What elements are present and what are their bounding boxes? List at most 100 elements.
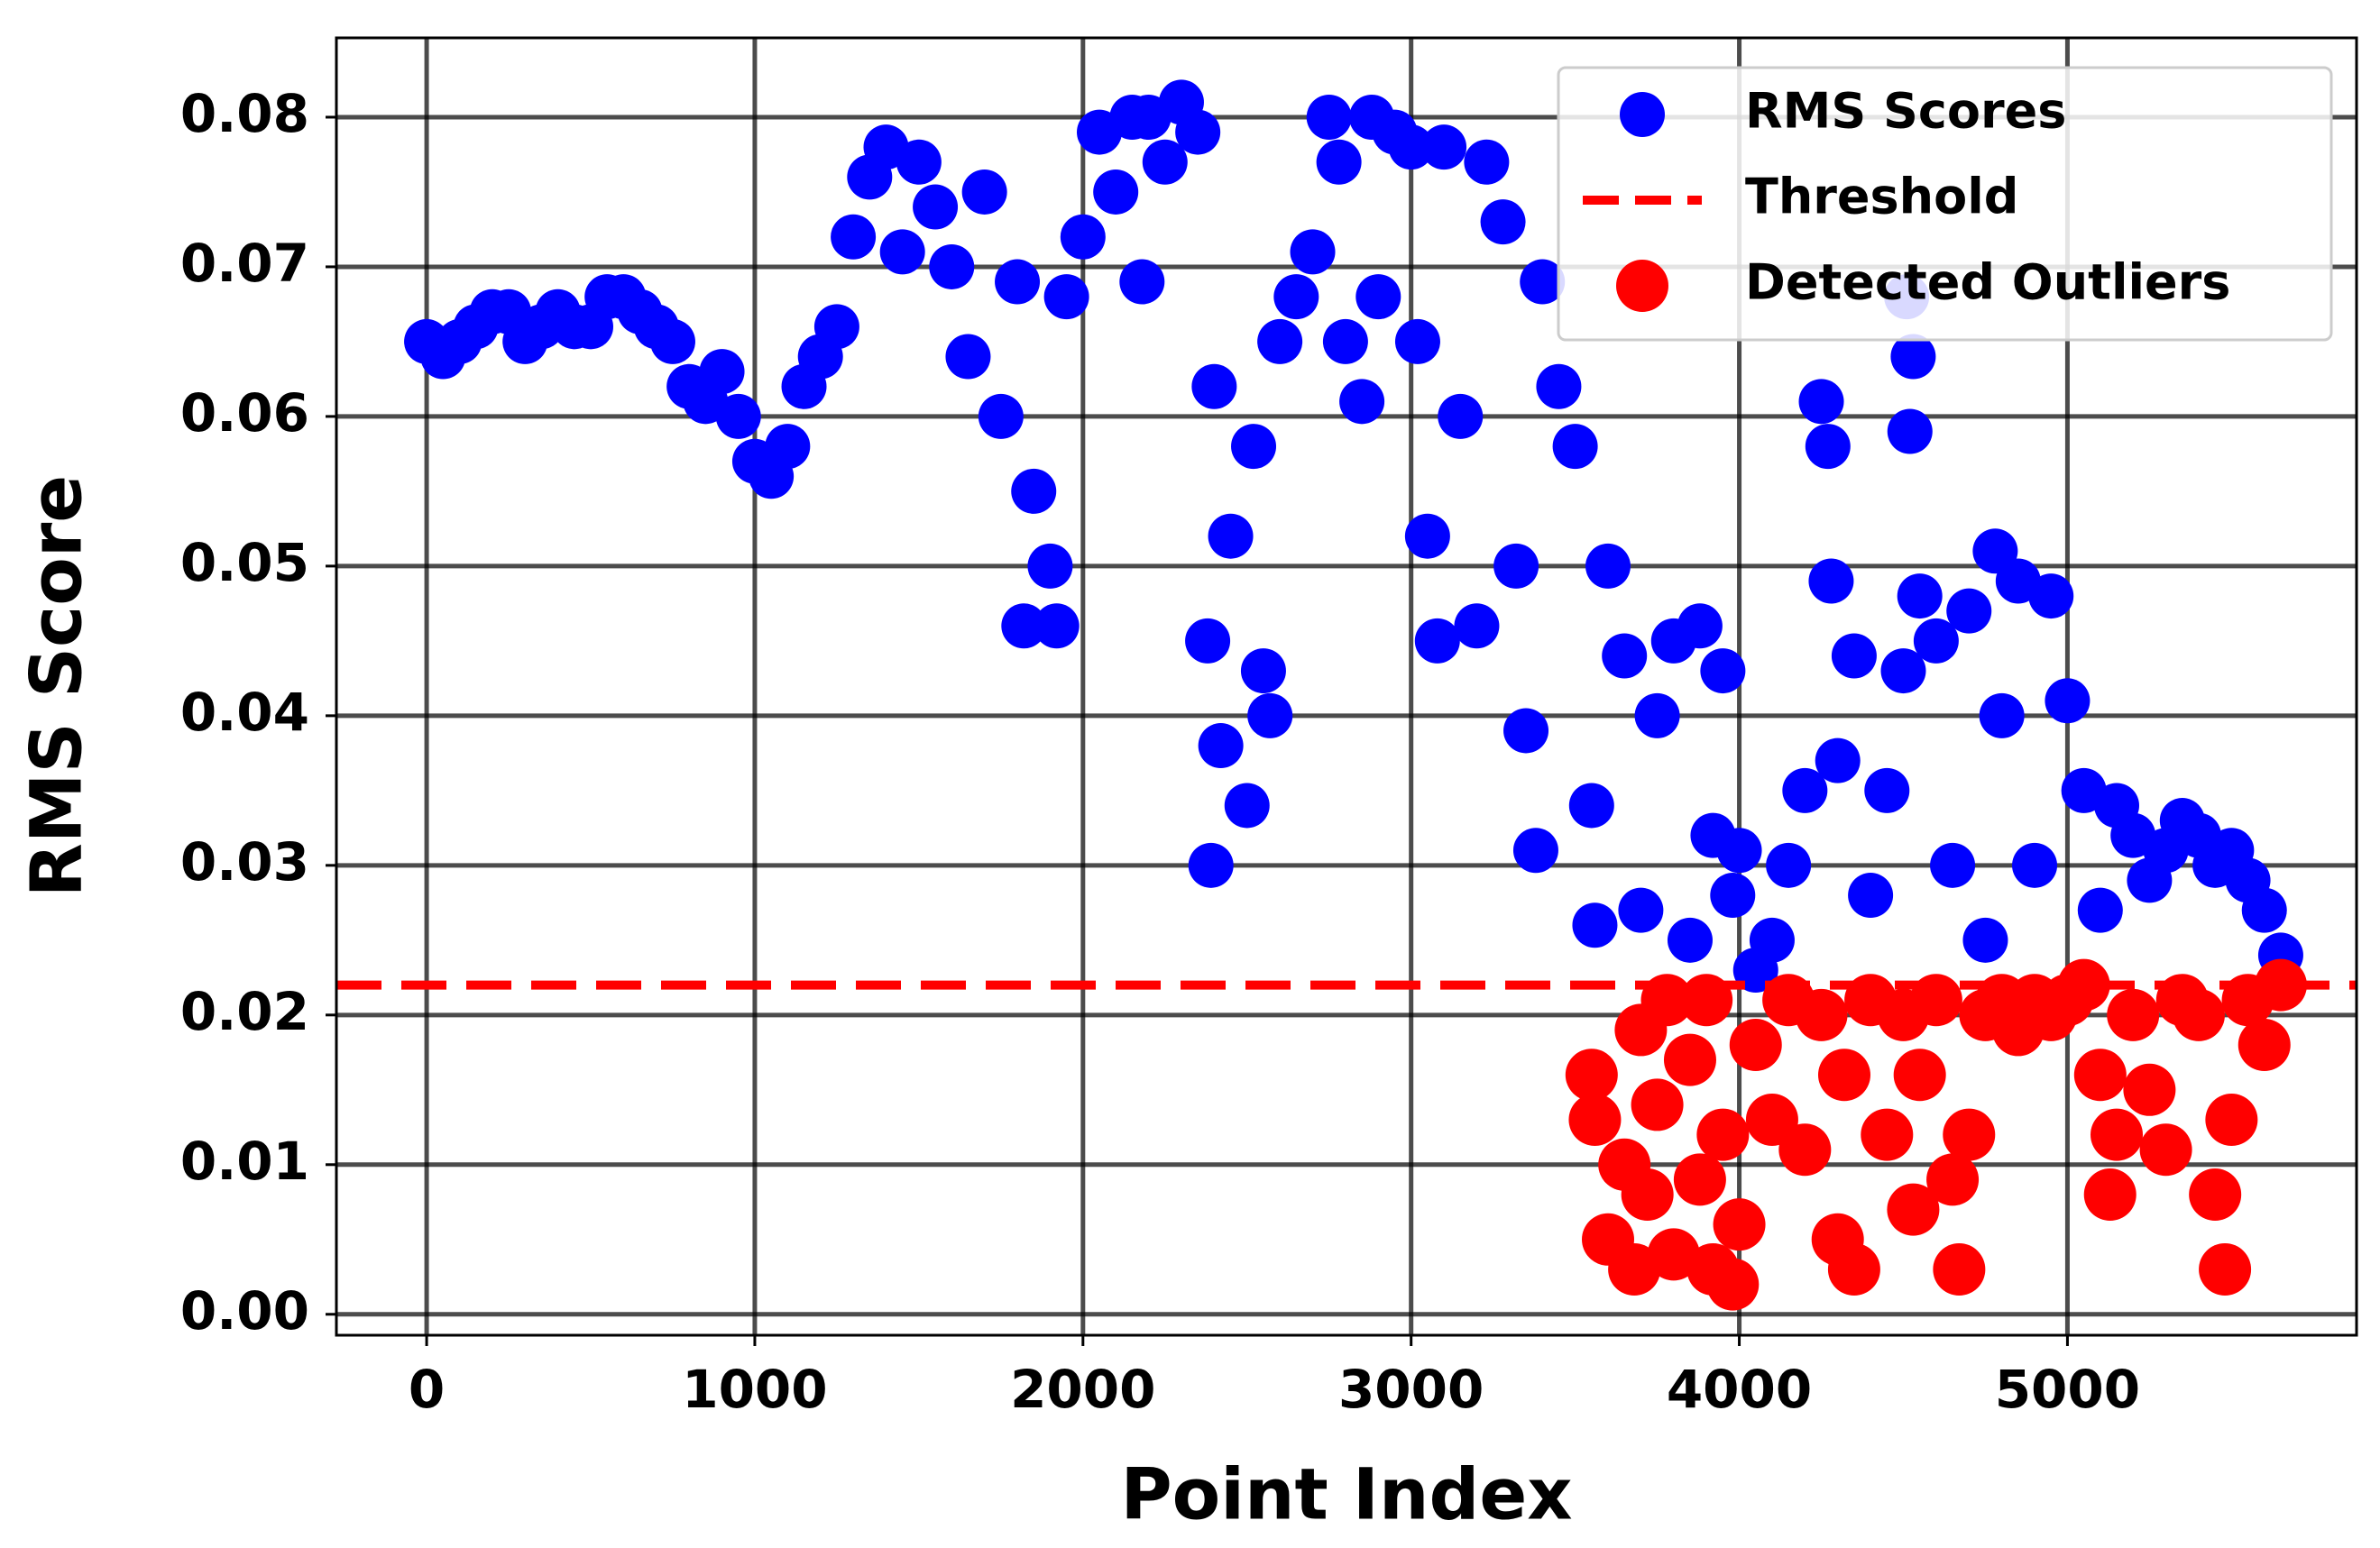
data-point: [896, 139, 942, 185]
data-point: [1185, 618, 1231, 664]
data-point: [1795, 988, 1848, 1041]
data-point: [1093, 169, 1139, 215]
data-point: [1355, 274, 1401, 320]
data-point: [1568, 1093, 1622, 1146]
data-point: [1933, 1242, 1986, 1296]
data-point: [1864, 767, 1910, 813]
data-point: [2083, 1168, 2136, 1221]
data-point: [1572, 902, 1618, 948]
data-point: [1568, 783, 1614, 829]
data-point: [978, 393, 1024, 439]
data-point: [1710, 873, 1756, 919]
data-point: [1404, 513, 1450, 559]
data-point: [1565, 1049, 1618, 1102]
data-point: [765, 424, 811, 470]
data-point: [1962, 917, 2008, 963]
data-point: [1273, 274, 1319, 320]
data-point: [1480, 199, 1526, 245]
data-point: [1766, 842, 1812, 888]
data-point: [1438, 393, 1484, 439]
data-point: [1663, 1033, 1716, 1086]
x-tick-label: 3000: [1338, 1359, 1484, 1420]
legend-label: Threshold: [1745, 169, 2018, 225]
data-point: [1861, 1108, 1914, 1161]
data-point: [649, 318, 695, 364]
data-point: [1880, 648, 1926, 694]
data-point: [1520, 259, 1566, 305]
data-point: [1926, 1153, 1980, 1206]
data-point: [2205, 1093, 2258, 1146]
y-axis-label: RMS Score: [16, 475, 97, 897]
x-axis-label: Point Index: [1120, 1454, 1572, 1535]
data-point: [1887, 408, 1933, 454]
data-point: [1119, 259, 1165, 305]
data-point: [1798, 379, 1844, 425]
data-point: [1673, 1153, 1726, 1206]
data-point: [2012, 842, 2058, 888]
data-point: [1191, 363, 1237, 409]
data-point: [1224, 783, 1270, 829]
data-point: [913, 184, 959, 230]
data-point: [929, 243, 975, 289]
data-point: [1909, 974, 1962, 1027]
data-point: [831, 214, 877, 260]
data-point: [2139, 1123, 2192, 1177]
data-point: [1700, 648, 1746, 694]
data-point: [1316, 139, 1362, 185]
data-point: [1696, 1108, 1750, 1161]
data-point: [1388, 124, 1434, 170]
data-point: [1640, 974, 1694, 1027]
data-point: [2091, 1108, 2144, 1161]
data-point: [1621, 1168, 1674, 1221]
y-tick-label: 0.07: [180, 233, 309, 294]
data-point: [1946, 588, 1992, 634]
x-tick-label: 0: [409, 1359, 445, 1420]
data-point: [1890, 334, 1936, 380]
data-point: [1027, 543, 1073, 589]
data-point: [1634, 692, 1680, 738]
data-point: [2199, 1242, 2252, 1296]
data-point: [1043, 274, 1089, 320]
data-point: [1713, 1198, 1766, 1251]
ticks: 0 1000 2000 3000 4000 5000 0.00 0.01 0.02 0.03 0.0…: [180, 83, 2140, 1420]
data-point: [1060, 214, 1106, 260]
x-tick-label: 2000: [1010, 1359, 1155, 1420]
data-point: [1897, 573, 1943, 619]
data-point: [2172, 988, 2225, 1041]
data-point: [1782, 767, 1828, 813]
data-point: [1493, 543, 1539, 589]
y-tick-label: 0.03: [180, 831, 309, 893]
y-tick-label: 0.06: [180, 382, 309, 444]
data-point: [1175, 109, 1221, 155]
x-tick-label: 4000: [1667, 1359, 1812, 1420]
data-point: [1716, 828, 1762, 874]
legend-label: Detected Outliers: [1745, 254, 2230, 311]
data-point: [1805, 424, 1851, 470]
legend-marker: [1620, 92, 1665, 137]
data-point: [1677, 603, 1723, 649]
data-point: [2045, 678, 2091, 724]
data-point: [1827, 1242, 1880, 1296]
data-point: [1394, 318, 1440, 364]
data-point: [1913, 618, 1959, 664]
data-point: [961, 169, 1007, 215]
data-point: [1503, 708, 1549, 754]
data-point: [1536, 363, 1582, 409]
data-point: [1930, 842, 1976, 888]
data-point: [1306, 94, 1352, 140]
data-point: [1339, 379, 1385, 425]
data-point: [1552, 424, 1598, 470]
data-point: [1247, 692, 1293, 738]
data-point: [1815, 737, 1861, 783]
data-point: [1887, 1183, 1940, 1236]
data-point: [2077, 887, 2123, 933]
data-point: [1602, 633, 1648, 679]
legend-box: [1557, 66, 2333, 342]
data-point: [1817, 1049, 1870, 1102]
data-point: [2238, 1019, 2291, 1072]
data-point: [995, 259, 1041, 305]
x-tick-label: 1000: [682, 1359, 827, 1420]
data-point: [1290, 229, 1336, 275]
data-point: [1454, 603, 1500, 649]
